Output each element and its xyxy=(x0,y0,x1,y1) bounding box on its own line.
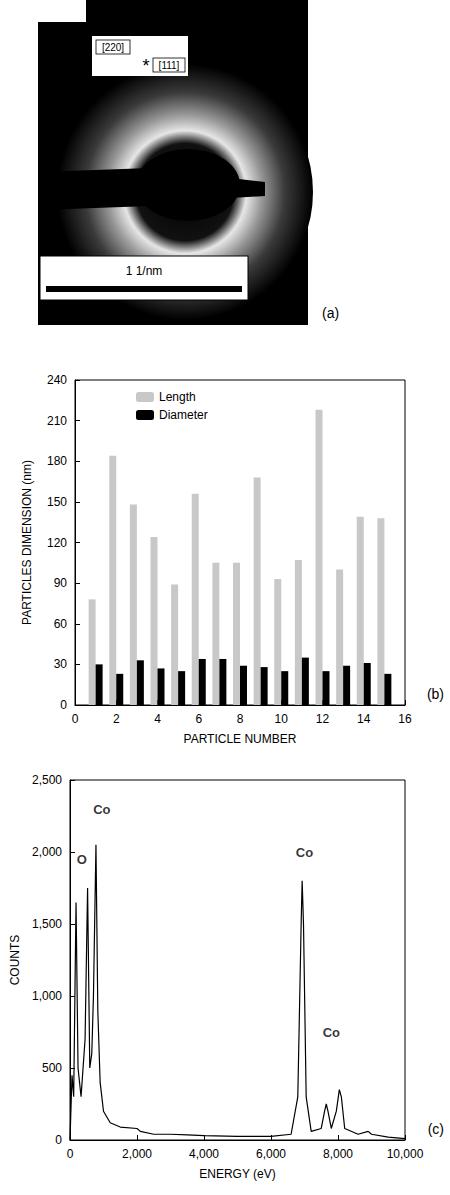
svg-text:500: 500 xyxy=(42,1061,62,1075)
svg-text:30: 30 xyxy=(54,657,68,671)
svg-text:ENERGY (eV): ENERGY (eV) xyxy=(199,1167,275,1181)
svg-text:[111]: [111] xyxy=(159,60,180,71)
svg-text:(b): (b) xyxy=(427,686,444,702)
svg-text:Length: Length xyxy=(159,390,196,404)
svg-text:1,000: 1,000 xyxy=(32,989,62,1003)
svg-text:14: 14 xyxy=(357,712,371,726)
svg-text:2: 2 xyxy=(113,712,120,726)
svg-text:180: 180 xyxy=(47,454,67,468)
svg-text:10,000: 10,000 xyxy=(387,1147,424,1161)
svg-text:8,000: 8,000 xyxy=(323,1147,353,1161)
svg-text:150: 150 xyxy=(47,495,67,509)
svg-text:10: 10 xyxy=(275,712,289,726)
svg-text:8: 8 xyxy=(237,712,244,726)
svg-text:O: O xyxy=(77,852,87,867)
svg-text:0: 0 xyxy=(60,698,67,712)
svg-text:*: * xyxy=(142,56,149,76)
svg-text:240: 240 xyxy=(47,373,67,387)
svg-text:210: 210 xyxy=(47,414,67,428)
svg-text:4: 4 xyxy=(154,712,161,726)
svg-text:2,000: 2,000 xyxy=(32,845,62,859)
svg-text:16: 16 xyxy=(398,712,412,726)
svg-text:Co: Co xyxy=(323,1025,340,1040)
svg-text:6: 6 xyxy=(195,712,202,726)
svg-text:0: 0 xyxy=(72,712,79,726)
svg-text:120: 120 xyxy=(47,536,67,550)
svg-text:2,000: 2,000 xyxy=(122,1147,152,1161)
svg-text:Co: Co xyxy=(93,802,110,817)
svg-text:2,500: 2,500 xyxy=(32,773,62,787)
svg-text:PARTICLES DIMENSION (nm): PARTICLES DIMENSION (nm) xyxy=(20,460,34,625)
svg-text:PARTICLE NUMBER: PARTICLE NUMBER xyxy=(184,732,297,746)
svg-text:(c): (c) xyxy=(428,1121,444,1137)
svg-text:0: 0 xyxy=(67,1147,74,1161)
svg-text:90: 90 xyxy=(54,576,68,590)
svg-text:4,000: 4,000 xyxy=(189,1147,219,1161)
svg-text:12: 12 xyxy=(316,712,330,726)
svg-text:Diameter: Diameter xyxy=(159,408,208,422)
svg-text:60: 60 xyxy=(54,617,68,631)
svg-text:(a): (a) xyxy=(322,305,339,321)
svg-text:[220]: [220] xyxy=(102,42,124,53)
svg-text:COUNTS: COUNTS xyxy=(8,935,22,986)
svg-text:6,000: 6,000 xyxy=(256,1147,286,1161)
svg-text:1 1/nm: 1 1/nm xyxy=(126,264,163,278)
svg-text:Co: Co xyxy=(296,845,313,860)
svg-text:0: 0 xyxy=(55,1133,62,1147)
svg-text:1,500: 1,500 xyxy=(32,917,62,931)
